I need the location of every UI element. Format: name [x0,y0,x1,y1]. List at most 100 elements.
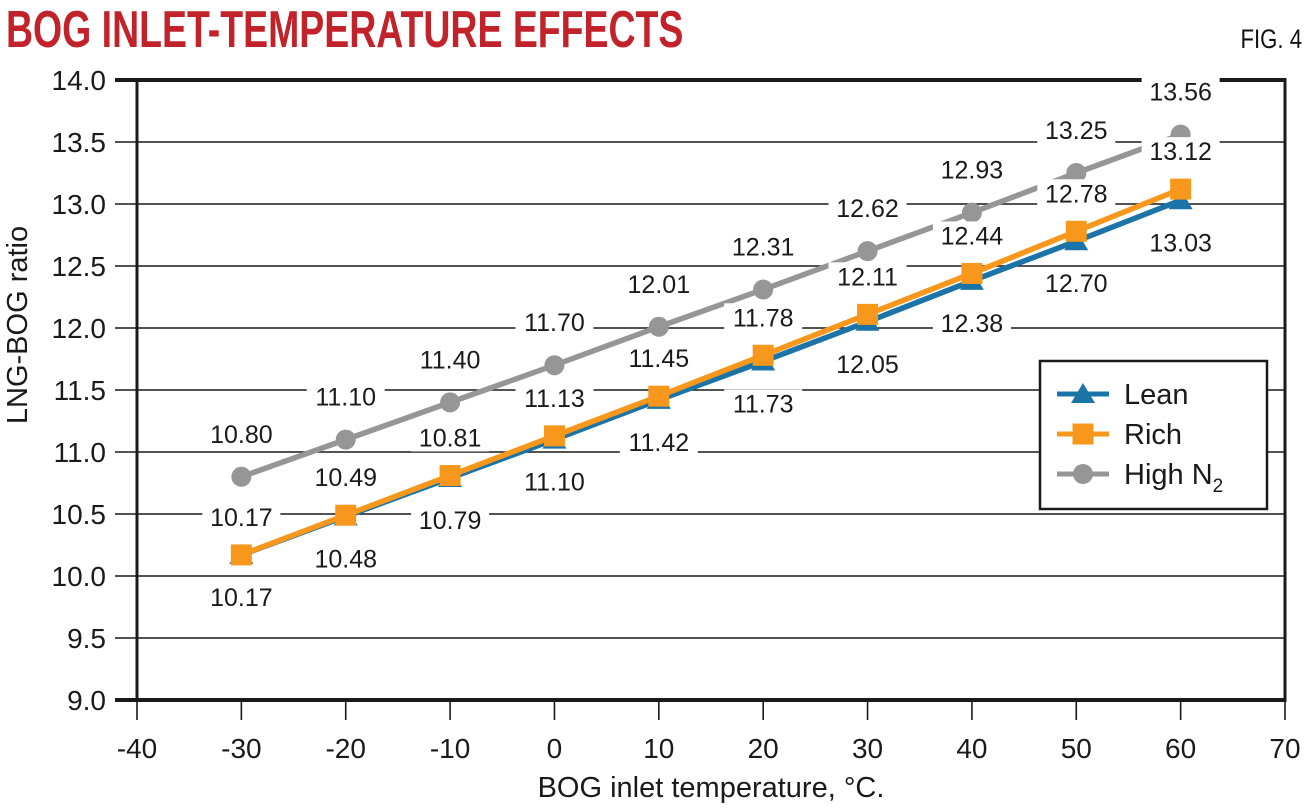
x-tick-label: -10 [430,733,470,764]
legend-label-high-n2: High N2 [1124,459,1223,497]
x-tick-label: 0 [547,733,563,764]
y-tick-label: 12.0 [52,313,107,344]
data-label-bg [619,269,698,298]
series-high-n2-marker [1066,163,1087,183]
y-tick-label: 12.5 [52,251,107,282]
x-tick-label: 10 [643,733,674,764]
x-axis-title: BOG inlet temperature, °C. [538,772,885,804]
data-label-bg [202,502,281,531]
x-tick-label: -20 [325,733,365,764]
series-high-n2-marker [648,316,669,337]
data-label-bg [1037,116,1116,144]
data-label-bg [828,262,907,291]
series-high-n2-marker [335,429,356,450]
legend-marker-high-n2 [1073,464,1093,484]
series-rich-data-label: 11.78 [733,304,794,332]
series-high-n2-data-label: 13.25 [1045,117,1108,145]
series-rich-marker [1065,220,1087,242]
x-tick-label: 40 [956,733,987,764]
data-label-bg [828,194,907,223]
figure-number: FIG. 4 [1240,24,1302,54]
series-rich-line [240,186,1182,558]
y-tick-label: 9.5 [67,623,106,654]
data-label-bg [932,308,1011,337]
series-high-n2-data-label: 12.62 [836,195,899,223]
legend-item-lean: Lean [1057,379,1189,411]
data-label-bg [202,419,281,448]
data-label-bg [515,308,594,337]
series-rich-data-label: 10.81 [419,425,482,453]
y-tick-label: 11.0 [54,437,106,468]
series-high-n2-data-label: 12.01 [628,271,691,299]
series-lean-data-label: 11.73 [733,390,794,418]
series-rich-data-label: 13.12 [1149,138,1212,166]
series-high-n2-marker [440,392,461,413]
x-tick-label: 50 [1061,733,1092,764]
series-lean-data-label: 10.48 [314,545,377,573]
series-rich-marker [543,425,565,447]
series-rich-marker [648,385,670,407]
data-label-bg [932,155,1011,184]
series-rich-data-label: 10.49 [314,464,377,492]
data-label-bg [724,389,803,418]
y-tick-label: 13.0 [52,189,107,220]
data-label-bg [411,423,490,452]
series-high-n2-data-label: 13.56 [1149,79,1212,107]
legend-marker-rich [1072,423,1094,445]
series-high-n2-marker [961,202,982,223]
series-high-n2-data-label: 11.70 [524,309,585,337]
x-tick-label: -40 [117,733,157,764]
plot-area: 9.0 9.5 10.0 10.5 11.0 11.5 12.0 12.5 13.0 13.5 14… [52,65,1301,764]
data-label-bg [515,467,594,496]
data-label-bg [1037,269,1116,298]
series-rich-data-label: 12.11 [837,263,898,291]
series-high-n2-data-label: 11.40 [420,346,481,374]
data-label-bg [828,349,907,378]
legend-marker-lean [1071,383,1095,403]
series-lean-data-label: 10.79 [419,507,482,535]
x-tick-label: -30 [221,733,261,764]
legend-item-rich: Rich [1057,419,1182,451]
data-label-bg [202,582,281,611]
series-high-n2-line [240,131,1182,480]
data-label-bg [724,303,803,332]
y-tick-label: 9.0 [67,685,106,716]
series-high-n2-marker [857,241,878,262]
series-lean-data-label: 11.42 [628,429,689,457]
series-rich-data-label: 12.78 [1045,180,1108,208]
series-lean-data-label: 10.17 [210,584,273,612]
data-label-bg [1141,77,1220,106]
series-rich-marker [335,504,357,526]
data-label-bg [1141,228,1220,257]
data-label-bg [411,345,490,374]
y-tick-label: 11.5 [54,375,106,406]
data-label-bg [619,344,698,373]
series-rich-data-label: 10.17 [210,504,273,532]
series-lean-data-label: 11.10 [524,469,585,497]
figure-title: BOG INLET-TEMPERATURE EFFECTS [6,1,684,59]
series-high-n2-marker [753,279,774,300]
series-rich-marker [752,344,774,366]
x-tick-label: 70 [1269,733,1300,764]
series-high-n2-marker [544,355,565,376]
series-rich-data-label: 11.45 [628,345,689,373]
data-label-bg [306,382,385,411]
x-tick-label: 30 [852,733,883,764]
legend-label-rich: Rich [1124,419,1182,451]
data-label-bg [306,544,385,573]
data-label-bg [619,427,698,456]
x-tick-label: 20 [748,733,779,764]
series-lean-data-label: 13.03 [1149,229,1212,257]
y-tick-label: 10.5 [52,499,107,530]
series-rich-marker [857,303,879,325]
series-rich-marker [1170,178,1192,200]
series-rich-marker [230,544,252,566]
y-tick-label: 10.0 [52,561,107,592]
series-rich-data-label: 11.13 [524,385,585,413]
series-high-n2-marker [231,466,252,487]
y-axis-title: LNG-BOG ratio [2,226,34,424]
y-tick-label: 13.5 [52,127,107,158]
series-high-n2-data-label: 11.10 [315,384,376,412]
data-label-bg [306,463,385,492]
